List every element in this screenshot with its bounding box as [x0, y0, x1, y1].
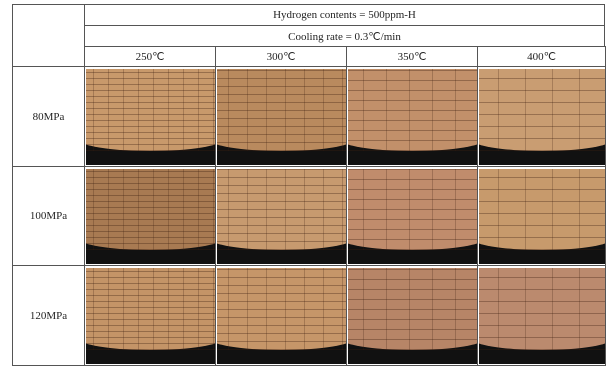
crack-pattern: [217, 169, 346, 250]
crack-pattern: [86, 69, 215, 151]
column-header: 350℃: [346, 46, 478, 67]
crack-pattern: [86, 169, 215, 250]
image-cell: [477, 265, 606, 366]
column-header: 250℃: [84, 46, 216, 67]
crack-pattern: [479, 169, 605, 250]
corner-cell: [12, 4, 85, 67]
column-header-text: 300℃: [267, 50, 296, 63]
specimen-surface: [348, 169, 477, 250]
column-header-text: 350℃: [398, 50, 427, 63]
micrograph: [217, 268, 346, 364]
header-subtitle-cell: Cooling rate = 0.3℃/min: [84, 25, 605, 47]
specimen-surface: [86, 169, 215, 250]
image-cell: [346, 166, 478, 266]
row-header: 120MPa: [12, 265, 85, 366]
specimen-surface: [217, 268, 346, 350]
specimen-surface: [479, 268, 605, 350]
crack-pattern: [348, 268, 477, 350]
micrograph: [86, 169, 215, 264]
specimen-surface: [479, 69, 605, 151]
column-header: 300℃: [215, 46, 347, 67]
image-cell: [84, 66, 216, 167]
image-cell: [477, 166, 606, 266]
row-header-text: 80MPa: [33, 111, 65, 123]
specimen-surface: [217, 169, 346, 250]
micrograph: [479, 69, 605, 165]
header-subtitle: Cooling rate = 0.3℃/min: [288, 30, 401, 43]
image-cell: [215, 265, 347, 366]
micrograph: [86, 268, 215, 364]
column-header-text: 400℃: [527, 50, 556, 63]
column-header: 400℃: [477, 46, 606, 67]
crack-pattern: [348, 169, 477, 250]
row-header-text: 120MPa: [30, 310, 67, 322]
specimen-surface: [348, 268, 477, 350]
figure-table: Hydrogen contents = 500ppm-H Cooling rat…: [0, 0, 606, 367]
crack-pattern: [86, 268, 215, 350]
micrograph: [348, 268, 477, 364]
specimen-surface: [479, 169, 605, 250]
crack-pattern: [479, 268, 605, 350]
row-header-text: 100MPa: [30, 210, 67, 222]
image-cell: [477, 66, 606, 167]
micrograph: [479, 268, 605, 364]
micrograph: [348, 169, 477, 264]
crack-pattern: [348, 69, 477, 151]
specimen-surface: [86, 268, 215, 350]
micrograph: [217, 69, 346, 165]
image-cell: [84, 265, 216, 366]
image-cell: [215, 66, 347, 167]
column-header-text: 250℃: [136, 50, 165, 63]
image-cell: [84, 166, 216, 266]
specimen-surface: [86, 69, 215, 151]
micrograph: [479, 169, 605, 264]
micrograph: [217, 169, 346, 264]
row-header: 100MPa: [12, 166, 85, 266]
micrograph: [86, 69, 215, 165]
specimen-surface: [348, 69, 477, 151]
header-title: Hydrogen contents = 500ppm-H: [273, 9, 416, 21]
micrograph: [348, 69, 477, 165]
image-cell: [215, 166, 347, 266]
header-title-cell: Hydrogen contents = 500ppm-H: [84, 4, 605, 26]
row-header: 80MPa: [12, 66, 85, 167]
image-cell: [346, 66, 478, 167]
crack-pattern: [217, 69, 346, 151]
image-cell: [346, 265, 478, 366]
specimen-surface: [217, 69, 346, 151]
crack-pattern: [217, 268, 346, 350]
crack-pattern: [479, 69, 605, 151]
